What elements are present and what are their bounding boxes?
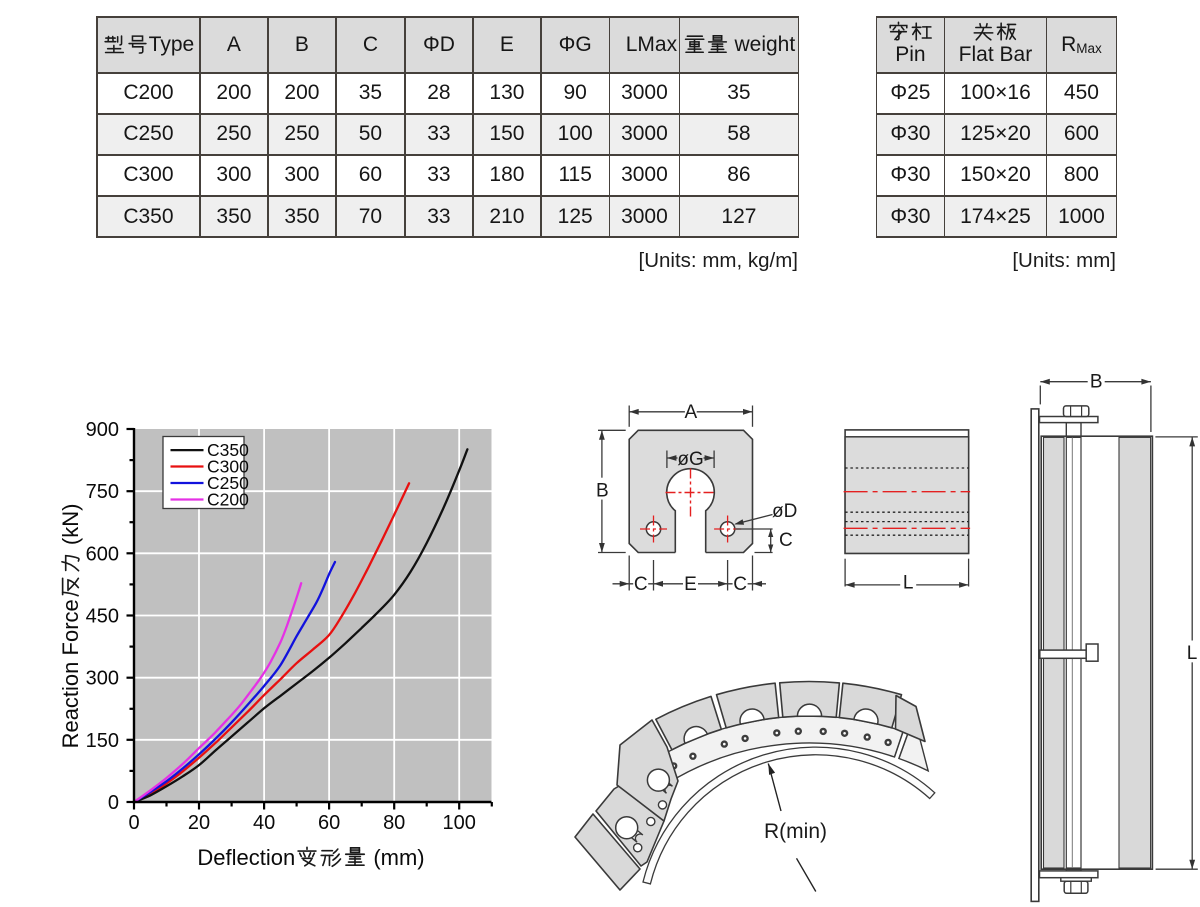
svg-text:C: C — [779, 530, 793, 551]
svg-text:R(min): R(min) — [764, 820, 827, 843]
svg-text:B: B — [1090, 372, 1103, 393]
svg-text:0: 0 — [128, 812, 139, 834]
svg-text:300: 300 — [86, 668, 119, 690]
svg-text:L: L — [903, 572, 914, 593]
svg-text:C: C — [733, 574, 747, 595]
svg-text:C200: C200 — [207, 490, 249, 510]
svg-text:60: 60 — [318, 812, 340, 834]
svg-text:600: 600 — [86, 543, 119, 565]
svg-text:A: A — [684, 402, 697, 423]
svg-text:E: E — [684, 574, 697, 595]
svg-text:C: C — [634, 574, 648, 595]
svg-text:C350: C350 — [207, 440, 249, 460]
svg-text:40: 40 — [253, 812, 275, 834]
svg-text:80: 80 — [383, 812, 405, 834]
svg-text:450: 450 — [86, 606, 119, 628]
svg-text:øD: øD — [772, 501, 797, 522]
svg-text:150: 150 — [86, 730, 119, 752]
svg-text:900: 900 — [86, 419, 119, 441]
svg-text:C250: C250 — [207, 473, 249, 493]
svg-text:B: B — [596, 480, 609, 501]
svg-text:20: 20 — [188, 812, 210, 834]
svg-text:L: L — [1187, 643, 1198, 664]
svg-text:0: 0 — [108, 792, 119, 814]
svg-text:750: 750 — [86, 481, 119, 503]
svg-text:øG: øG — [677, 449, 703, 470]
svg-text:C300: C300 — [207, 457, 249, 477]
svg-text:100: 100 — [443, 812, 476, 834]
